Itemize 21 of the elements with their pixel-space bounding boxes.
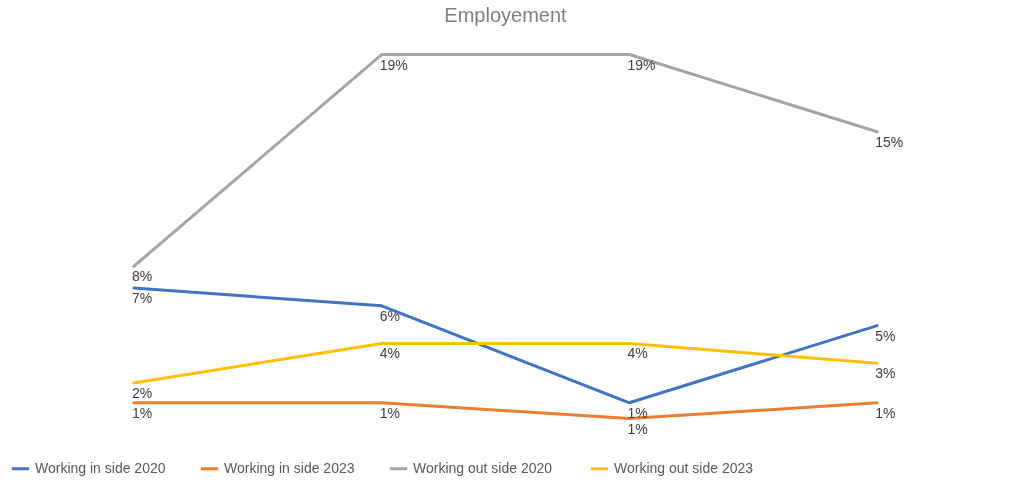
data-label: 4% xyxy=(379,345,400,362)
legend-label: Working in side 2020 xyxy=(35,459,166,476)
data-label: 19% xyxy=(627,56,656,73)
legend-label: Working out side 2023 xyxy=(614,459,754,476)
data-label: 2% xyxy=(131,385,153,401)
data-label: 1% xyxy=(627,420,648,437)
data-label: 1% xyxy=(379,404,400,421)
data-label: 7% xyxy=(131,290,153,307)
data-label: 4% xyxy=(627,345,648,362)
legend-label: Working in side 2023 xyxy=(224,459,355,476)
data-label: 1% xyxy=(627,404,648,421)
data-label: 5% xyxy=(875,327,896,344)
data-label: 3% xyxy=(875,365,896,382)
data-label: 6% xyxy=(379,307,400,324)
data-label: 1% xyxy=(875,404,896,421)
legend-label: Working out side 2020 xyxy=(413,459,553,476)
data-label: 15% xyxy=(875,133,904,150)
chart-title: Employement xyxy=(444,4,568,26)
data-label: 19% xyxy=(379,56,408,73)
data-label: 8% xyxy=(131,268,153,285)
data-label: 1% xyxy=(131,404,153,421)
